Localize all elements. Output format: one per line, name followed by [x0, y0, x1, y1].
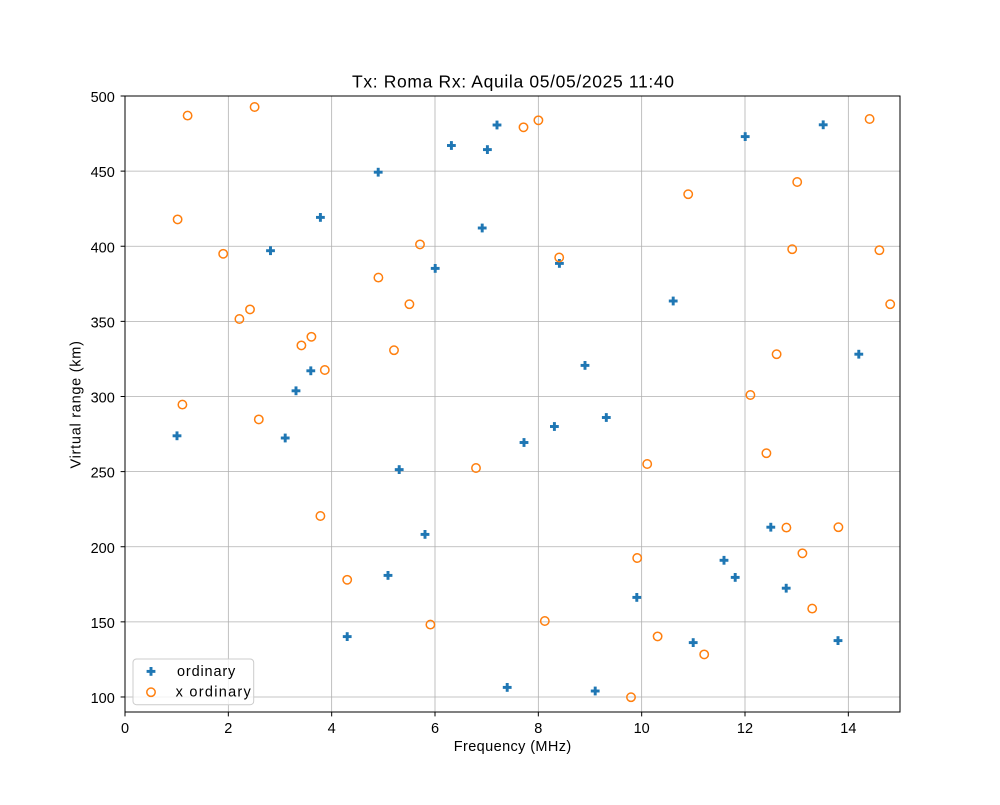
svg-text:100: 100 [91, 691, 115, 707]
svg-text:8: 8 [534, 721, 542, 737]
svg-text:4: 4 [328, 721, 336, 737]
svg-text:400: 400 [91, 240, 115, 256]
svg-text:450: 450 [91, 165, 115, 181]
svg-text:2: 2 [224, 721, 232, 737]
svg-text:x ordinary: x ordinary [176, 685, 252, 701]
svg-text:350: 350 [91, 315, 115, 331]
svg-text:12: 12 [737, 721, 753, 737]
svg-text:0: 0 [121, 721, 129, 737]
svg-text:ordinary: ordinary [177, 664, 236, 680]
svg-text:150: 150 [91, 616, 115, 632]
svg-text:Virtual range (km): Virtual range (km) [69, 341, 85, 469]
svg-text:Tx: Roma Rx: Aquila 05/05/2025: Tx: Roma Rx: Aquila 05/05/2025 11:40 [352, 71, 674, 91]
svg-text:500: 500 [91, 90, 115, 106]
svg-text:200: 200 [91, 541, 115, 557]
svg-text:300: 300 [91, 391, 115, 407]
svg-text:6: 6 [431, 721, 439, 737]
svg-text:Frequency (MHz): Frequency (MHz) [454, 739, 572, 755]
svg-text:14: 14 [840, 721, 856, 737]
svg-text:250: 250 [91, 466, 115, 482]
svg-text:10: 10 [634, 721, 650, 737]
